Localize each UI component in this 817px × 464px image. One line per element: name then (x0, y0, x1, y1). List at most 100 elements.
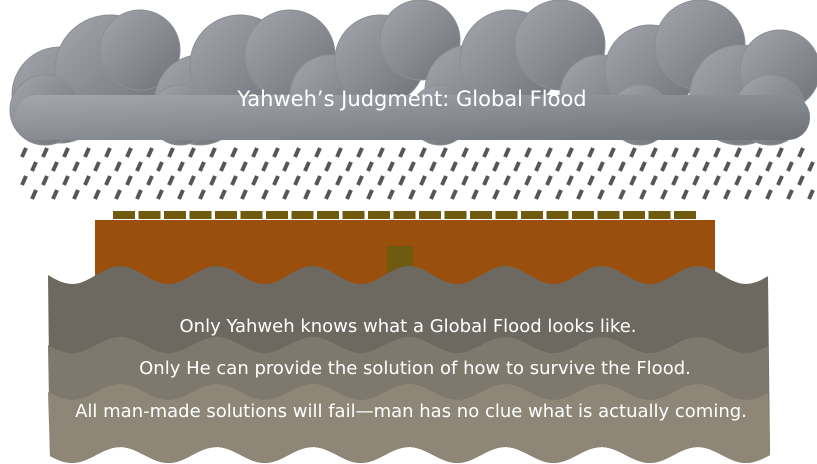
raindrop (242, 190, 246, 199)
raindrop (410, 162, 414, 171)
raindrop (190, 176, 194, 185)
raindrop (652, 148, 656, 157)
raindrop (557, 190, 561, 199)
raindrop (379, 148, 383, 157)
raindrop (106, 148, 110, 157)
deck-plank (521, 211, 543, 219)
raindrop (473, 162, 477, 171)
raindrop (274, 176, 278, 185)
deck-plank (113, 211, 135, 219)
raindrop (295, 148, 299, 157)
raindrop (536, 162, 540, 171)
raindrop (85, 148, 89, 157)
deck-plank (470, 211, 492, 219)
raindrop (326, 190, 330, 199)
raindrop (232, 176, 236, 185)
raindrop (767, 190, 771, 199)
raindrop (158, 162, 162, 171)
raindrop (641, 162, 645, 171)
raindrop (179, 162, 183, 171)
raindrop (599, 162, 603, 171)
raindrop (746, 190, 750, 199)
raindrop (169, 176, 173, 185)
raindrop (568, 176, 572, 185)
raindrop (757, 148, 761, 157)
raindrop (799, 148, 803, 157)
raindrop (799, 176, 803, 185)
raindrop (526, 148, 530, 157)
raindrop (74, 162, 78, 171)
raindrop (767, 162, 771, 171)
raindrop (578, 190, 582, 199)
raindrop (389, 162, 393, 171)
raindrop (274, 148, 278, 157)
raindrop (725, 162, 729, 171)
raindrop (22, 176, 26, 185)
line-2: Only He can provide the solution of how … (139, 358, 691, 379)
raindrop (452, 190, 456, 199)
raindrop (431, 190, 435, 199)
deck-plank (649, 211, 671, 219)
raindrop (106, 176, 110, 185)
raindrop (494, 162, 498, 171)
raindrop (652, 176, 656, 185)
raindrop (620, 162, 624, 171)
raindrop (809, 162, 813, 171)
raindrop (400, 148, 404, 157)
raindrop (694, 148, 698, 157)
raindrop (494, 190, 498, 199)
raindrop (347, 190, 351, 199)
raindrop (484, 176, 488, 185)
raindrop (505, 176, 509, 185)
raindrop (137, 162, 141, 171)
raindrop (704, 190, 708, 199)
raindrop (463, 148, 467, 157)
deck-plank (394, 211, 416, 219)
deck-plank (674, 211, 696, 219)
raindrop (200, 162, 204, 171)
raindrop (148, 148, 152, 157)
raindrop (263, 162, 267, 171)
raindrop (515, 162, 519, 171)
raindrop (284, 190, 288, 199)
slide: Yahweh’s Judgment: Global Flood Only Yah… (0, 0, 817, 464)
deck-plank (547, 211, 569, 219)
raindrop (232, 148, 236, 157)
rain (22, 148, 813, 199)
raindrop (253, 148, 257, 157)
raindrop (368, 190, 372, 199)
raindrop (788, 190, 792, 199)
line-3: All man-made solutions will fail—man has… (75, 401, 747, 422)
raindrop (442, 176, 446, 185)
raindrop (379, 176, 383, 185)
raindrop (673, 148, 677, 157)
raindrop (211, 176, 215, 185)
raindrop (95, 190, 99, 199)
deck-plank (572, 211, 594, 219)
raindrop (137, 190, 141, 199)
raindrop (631, 176, 635, 185)
raindrop (746, 162, 750, 171)
raindrop (557, 162, 561, 171)
raindrop (148, 176, 152, 185)
raindrop (64, 176, 68, 185)
raindrop (64, 148, 68, 157)
raindrop (43, 176, 47, 185)
raindrop (589, 148, 593, 157)
raindrop (536, 190, 540, 199)
raindrop (505, 148, 509, 157)
raindrop (641, 190, 645, 199)
raindrop (547, 176, 551, 185)
deck-plank (598, 211, 620, 219)
raindrop (221, 162, 225, 171)
raindrop (127, 148, 131, 157)
raindrop (242, 162, 246, 171)
deck-plank (241, 211, 263, 219)
raindrop (809, 190, 813, 199)
deck-plank (496, 211, 518, 219)
raindrop (22, 148, 26, 157)
deck-plank (164, 211, 186, 219)
raindrop (599, 190, 603, 199)
raindrop (74, 190, 78, 199)
raindrop (757, 176, 761, 185)
